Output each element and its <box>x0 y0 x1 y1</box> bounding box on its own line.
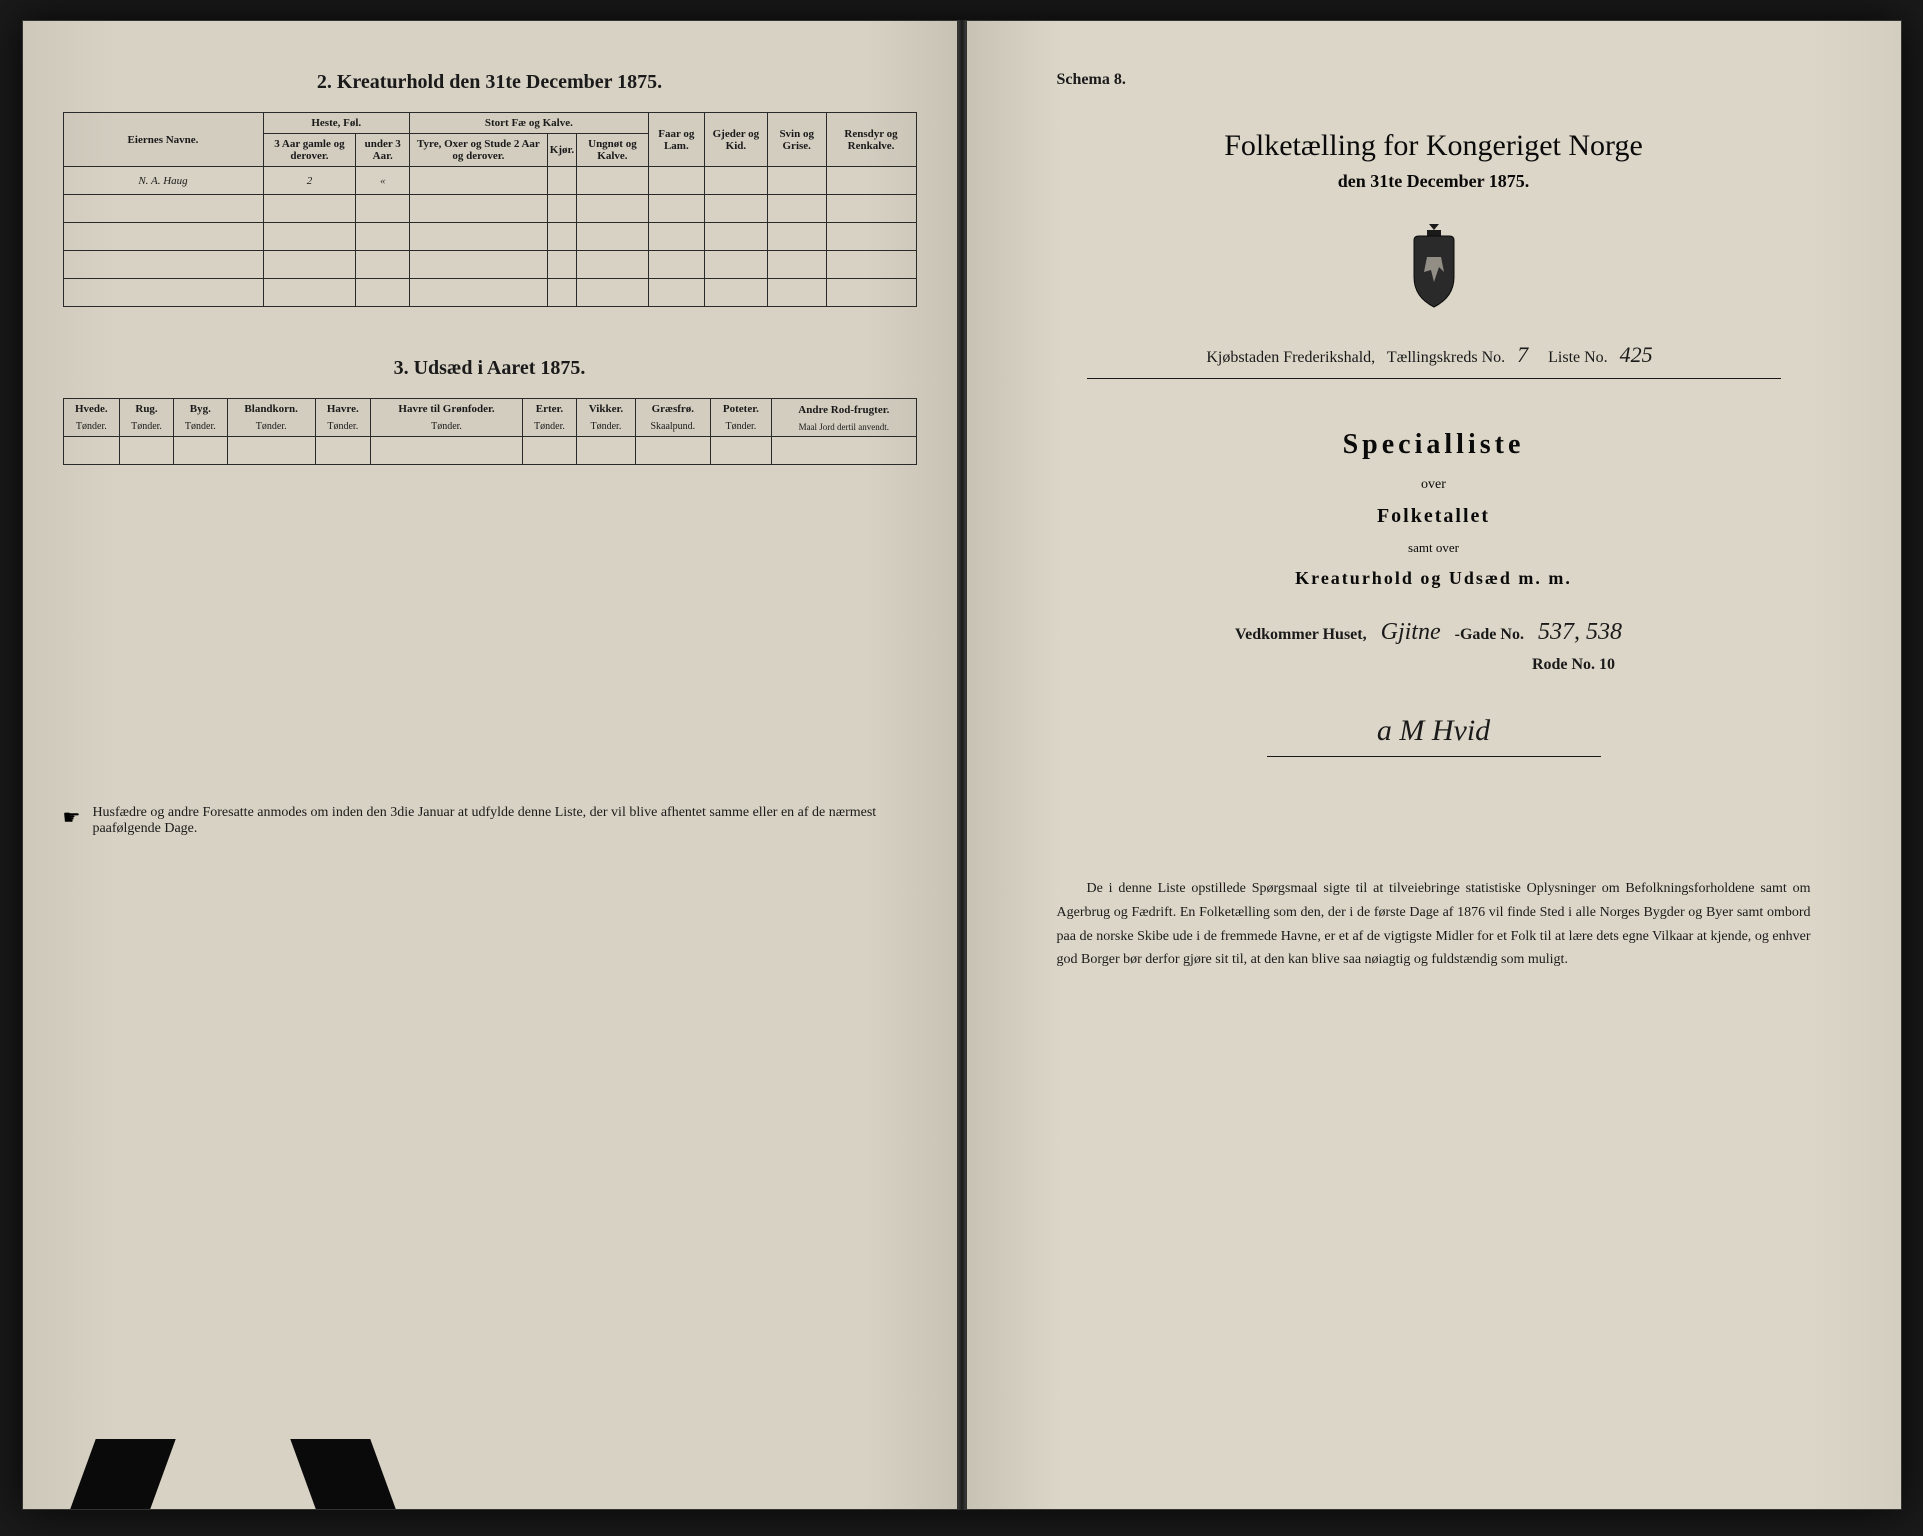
kreaturhold-label: Kreaturhold og Udsæd m. m. <box>1007 568 1861 589</box>
col-rodfrugter: Andre Rod-frugter.Maal Jord dertil anven… <box>772 399 916 437</box>
col-hvede: Hvede.Tønder. <box>63 399 120 437</box>
binder-clip <box>70 1439 175 1509</box>
table-row <box>63 279 916 307</box>
book-spine <box>958 20 966 1510</box>
signature: a M Hvid <box>1007 714 1861 748</box>
rode-line: Rode No. 10 <box>1007 656 1861 674</box>
samt-label: samt over <box>1007 540 1861 556</box>
cell-empty <box>704 167 767 195</box>
col-rensdyr: Rensdyr og Renkalve. <box>826 113 916 167</box>
col-gjeder: Gjeder og Kid. <box>704 113 767 167</box>
cell-empty <box>826 167 916 195</box>
location-line: Kjøbstaden Frederikshald, Tællingskreds … <box>1007 342 1861 368</box>
seed-table: Hvede.Tønder. Rug.Tønder. Byg.Tønder. Bl… <box>63 398 917 465</box>
cell-empty <box>648 167 704 195</box>
col-faar: Faar og Lam. <box>648 113 704 167</box>
list-number: 425 <box>1612 342 1661 367</box>
pointing-hand-icon: ☛ <box>63 805 81 830</box>
sub-stort2: Kjør. <box>547 134 576 167</box>
col-erter: Erter.Tønder. <box>523 399 577 437</box>
table-row <box>63 437 916 465</box>
gade-label: -Gade No. <box>1455 626 1524 643</box>
signature-line <box>1267 756 1601 757</box>
sub-stort1: Tyre, Oxer og Stude 2 Aar og derover. <box>410 134 548 167</box>
col-byg: Byg.Tønder. <box>173 399 227 437</box>
table-row: N. A. Haug 2 « <box>63 167 916 195</box>
col-svin: Svin og Grise. <box>767 113 826 167</box>
cell-owner-name: N. A. Haug <box>63 167 263 195</box>
schema-label: Schema 8. <box>1057 71 1861 89</box>
colgroup-stort: Stort Fæ og Kalve. <box>410 113 649 134</box>
livestock-table: Eiernes Navne. Heste, Føl. Stort Fæ og K… <box>63 112 917 307</box>
right-page: Schema 8. Folketælling for Kongeriget No… <box>966 20 1902 1510</box>
cell-empty <box>410 167 548 195</box>
house-label: Vedkommer Huset, <box>1235 626 1367 643</box>
section2-title: 2. Kreaturhold den 31te December 1875. <box>63 71 917 94</box>
folketallet-label: Folketallet <box>1007 505 1861 528</box>
rode-label: Rode No. <box>1532 656 1595 673</box>
main-title: Folketælling for Kongeriget Norge <box>1007 129 1861 163</box>
specialliste-heading: Specialliste <box>1007 429 1861 461</box>
colgroup-heste: Heste, Føl. <box>263 113 410 134</box>
cell-value: 2 <box>263 167 356 195</box>
col-havre: Havre.Tønder. <box>315 399 370 437</box>
special-list-block: Specialliste over Folketallet samt over … <box>1007 429 1861 589</box>
district-label: Tællingskreds No. <box>1387 349 1505 366</box>
footnote-text: Husfædre og andre Foresatte anmodes om i… <box>92 805 916 837</box>
col-havre-gronfoder: Havre til Grønfoder.Tønder. <box>370 399 522 437</box>
city-label: Kjøbstaden Frederikshald, <box>1206 349 1375 366</box>
col-owner: Eiernes Navne. <box>63 113 263 167</box>
gade-number: 537, 538 <box>1528 619 1632 645</box>
instructions-paragraph: De i denne Liste opstillede Spørgsmaal s… <box>1007 877 1861 972</box>
col-graesfro: Græsfrø.Skaalpund. <box>635 399 710 437</box>
cell-empty <box>547 167 576 195</box>
coat-of-arms-icon <box>1399 222 1469 312</box>
sub-stort3: Ungnøt og Kalve. <box>577 134 649 167</box>
col-poteter: Poteter.Tønder. <box>710 399 771 437</box>
house-line: Vedkommer Huset, Gjitne -Gade No. 537, 5… <box>1007 619 1861 646</box>
table-row <box>63 251 916 279</box>
cell-value: « <box>356 167 410 195</box>
col-blandkorn: Blandkorn.Tønder. <box>227 399 315 437</box>
house-name: Gjitne <box>1371 619 1451 645</box>
rode-number: 10 <box>1599 656 1615 673</box>
cell-empty <box>577 167 649 195</box>
left-page: 2. Kreaturhold den 31te December 1875. E… <box>22 20 958 1510</box>
table-row <box>63 195 916 223</box>
sub-heste1: 3 Aar gamle og derover. <box>263 134 356 167</box>
binder-clip <box>290 1439 395 1509</box>
col-vikker: Vikker.Tønder. <box>576 399 635 437</box>
footnote: ☛ Husfædre og andre Foresatte anmodes om… <box>63 805 917 837</box>
census-book-spread: 2. Kreaturhold den 31te December 1875. E… <box>22 20 1902 1510</box>
over-label: over <box>1007 477 1861 493</box>
sub-heste2: under 3 Aar. <box>356 134 410 167</box>
district-number: 7 <box>1509 342 1536 367</box>
census-date: den 31te December 1875. <box>1007 171 1861 192</box>
col-rug: Rug.Tønder. <box>120 399 174 437</box>
divider <box>1087 378 1781 379</box>
table-row <box>63 223 916 251</box>
section3-title: 3. Udsæd i Aaret 1875. <box>63 357 917 380</box>
cell-empty <box>767 167 826 195</box>
list-label: Liste No. <box>1548 349 1608 366</box>
